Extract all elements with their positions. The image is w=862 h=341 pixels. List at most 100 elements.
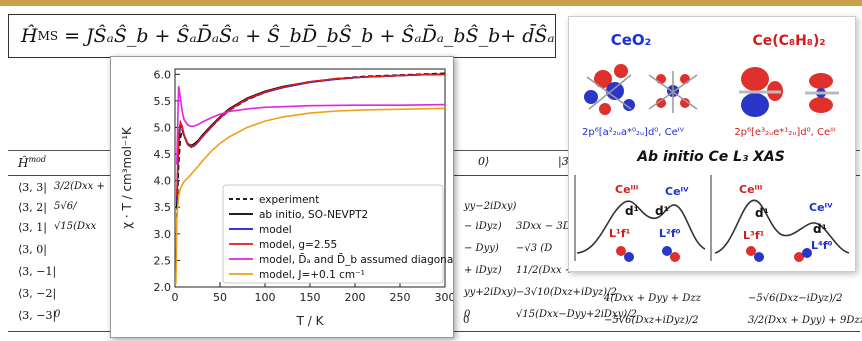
matrix-mid-cell: 0 [464,309,471,320]
matrix-tail-cell: 3Dxx − 3D [516,221,571,232]
matrix-tail-cell: 11/2(Dxx + [516,265,574,276]
matrix-row: ⟨3, 0| − Dyy) −√3 (D [8,243,860,263]
matrix-col5-row7: −5√6(Dxz+iDyz)/2 [604,315,699,326]
matrix-first-cell: 5√6/ [54,201,77,212]
left-spectrum-curve [576,200,706,254]
susceptibility-chart: 2.0 2.5 3.0 3.5 4.0 4.5 5.0 5.5 6.0 0 50 100 150 200… [120,68,456,328]
cecot-orbital-1 [739,67,783,117]
matrix-row-label: ⟨3, −3| [18,309,57,322]
legend-box [222,184,444,284]
right-mini-orbitals [746,246,812,262]
x-tick-label: 200 [345,291,366,304]
left-l2f0-label: L²f⁰ [659,227,681,240]
cecot-orbital-2 [805,73,839,113]
matrix-row-label: ⟨3, 1| [18,221,47,234]
legend-entry: model, D̄ₐ and D̄_b assumed diagonal [259,253,453,266]
y-tick-label: 4.5 [154,148,172,161]
matrix-row: ⟨3, −2| yy+2iDxy) −3√10(Dxz+iDyz)/2 [8,287,860,307]
left-ce4-label: Ceᴵⱽ [665,185,689,198]
matrix-row-label: ⟨3, 0| [18,243,47,256]
matrix-zero-c: 0 [463,315,470,326]
matrix-row: ⟨3, 2| 5√6/yy−2iDxy) [8,201,860,221]
hamiltonian-lhs: Ĥ [21,25,38,47]
x-axis-label: T / K [296,314,325,328]
matrix-row: ⟨3, 3| 3/2(Dxx + [8,181,860,201]
hamiltonian-rhs: = JŜₐŜ_b + ŜₐD̄ₐŜₐ + Ŝ_bD̄_bŜ_b + ŜₐD̄ₐ_… [64,25,555,47]
x-tick-label: 0 [172,291,179,304]
x-tick-label: 100 [255,291,276,304]
left-l1f1-label: L¹f¹ [609,227,631,240]
matrix-mid-cell: yy+2iDxy) [464,287,517,298]
matrix-row-label: ⟨3, 2| [18,201,47,214]
y-tick-label: 4.0 [154,175,172,188]
matrix-mid-cell: − Dyy) [464,243,499,254]
top-accent-bar [0,0,862,6]
matrix-row: ⟨3, −3| 0 0 √15(Dxx−Dyy+2iDxy)/2 [8,309,860,329]
matrix-row-label: ⟨3, −1| [18,265,57,278]
series-line-3 [176,73,446,197]
left-d1-a: d¹ [625,204,639,218]
matrix-mid-cell: yy−2iDxy) [464,201,517,212]
right-ce3-label: Ceᴵᴵᴵ [739,183,762,196]
ceo2-orbital-2 [648,71,698,113]
left-ce3-label: Ceᴵᴵᴵ [615,183,638,196]
legend-entry: model, J=+0.1 cm⁻¹ [259,269,365,281]
matrix-tail-cell: −3√10(Dxz+iDyz)/2 [516,287,617,298]
chart-legend: experiment ab initio, SO-NEVPT2 model model… [222,184,456,284]
hamiltonian-equation: Ĥ MS = JŜₐŜ_b + ŜₐD̄ₐŜₐ + Ŝ_bD̄_bŜ_b + Ŝₐ… [8,14,556,58]
series-line-5 [175,107,446,285]
matrix-tail-cell: √15(Dxx−Dyy+2iDxy)/2 [516,309,637,320]
matrix-first-cell: 0 [54,309,61,320]
matrix-header-symbol: Ĥ [18,156,29,170]
config-left: 2p⁶[a²₂ᵤa*⁰₂ᵤ]d⁰, Ceᴵⱽ [582,127,685,138]
y-tick-label: 2.5 [154,254,172,267]
susceptibility-plot-panel: 2.0 2.5 3.0 3.5 4.0 4.5 5.0 5.5 6.0 0 50 100 150 200… [110,56,456,338]
matrix-col5-row6: 4(Dxx + Dyy + Dzz [604,293,701,304]
ce-cot-label: Ce(C₈H₈)₂ [753,33,826,49]
legend-entry: experiment [259,194,319,206]
matrix-header-sup: mod [28,155,46,164]
right-d1-b: d¹ [813,222,827,236]
left-d1-b: d¹ [655,204,669,218]
ceo2-label: CeO₂ [611,31,652,49]
matrix-col6-row6: −5√6(Dxz−iDyz)/2 [748,293,843,304]
matrix-col6-row7: 3/2(Dxx + Dyy) + 9Dzz [748,315,862,326]
x-tick-label: 50 [213,291,227,304]
xas-figure: CeO₂ Ce(C₈H₈)₂ [574,31,850,262]
config-right: 2p⁶[e³₂ᵤe*¹₂ᵤ]d⁰, Ceᴵᴵᴵ [734,127,836,138]
xas-title: Ab initio Ce L₃ XAS [636,149,785,165]
y-tick-label: 3.5 [154,201,172,214]
right-l4f0-label: L⁴f⁰ [811,239,833,252]
xas-figure-panel: CeO₂ Ce(C₈H₈)₂ [568,16,856,272]
right-l3f1-label: L³f¹ [743,229,765,242]
y-tick-label: 5.0 [154,121,172,134]
y-axis-label: χ · T / cm³mol⁻¹K [120,126,134,229]
y-tick-label: 6.0 [154,68,172,81]
matrix-header-left: Ĥmod [18,155,46,170]
right-d1-a: d¹ [755,206,769,220]
matrix-header-mid: 0⟩ [478,155,490,168]
right-ce4-label: Ceᴵⱽ [809,201,833,214]
matrix-row: ⟨3, 1| √15(Dxx − iDyz) 3Dxx − 3D [8,221,860,241]
matrix-tail-cell: −√3 (D [516,243,553,254]
matrix-row-label: ⟨3, −2| [18,287,57,300]
legend-entry: ab initio, SO-NEVPT2 [259,209,368,221]
x-tick-label: 250 [390,291,411,304]
matrix-mid-cell: − iDyz) [464,221,502,232]
matrix-row: ⟨3, −1| + iDyz) 11/2(Dxx + [8,265,860,285]
series-line-2 [176,73,446,202]
right-spectrum-curve [714,199,850,254]
matrix-row-label: ⟨3, 3| [18,181,47,194]
matrix-first-cell: √15(Dxx [54,221,97,232]
legend-entry: model, g=2.55 [259,239,337,251]
x-tick-label: 300 [435,291,454,304]
ceo2-orbital-1 [584,64,635,115]
x-tick-label: 150 [300,291,321,304]
y-tick-label: 5.5 [154,95,172,108]
matrix-first-cell: 3/2(Dxx + [54,181,105,192]
hamiltonian-lhs-superscript: MS [37,29,59,43]
legend-entry: model [259,224,292,236]
y-tick-label: 3.0 [154,228,172,241]
matrix-mid-cell: + iDyz) [464,265,502,276]
series-line-4 [176,85,446,165]
